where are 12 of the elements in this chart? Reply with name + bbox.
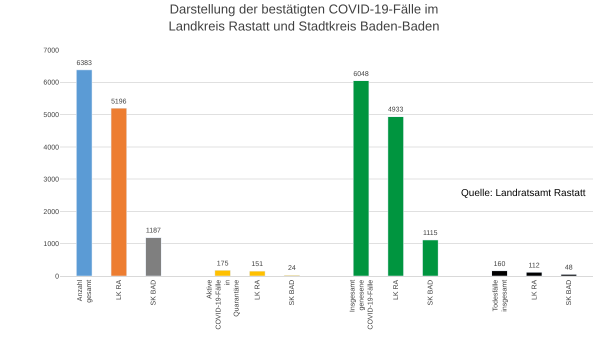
annotation: Quelle: Landratsamt Rastatt: [461, 188, 586, 199]
bar: [353, 80, 370, 276]
bar: [388, 116, 404, 276]
bar: [526, 272, 542, 276]
bar: [422, 240, 438, 276]
bar: [76, 70, 92, 276]
chart-title: Darstellung der bestätigten COVID-19-Fälle im Landkreis Rastatt und Stadtkreis Baden-Baden: [168, 2, 440, 34]
bar: [492, 270, 508, 276]
bar: [145, 237, 162, 276]
bar: [249, 270, 266, 276]
bar: [110, 108, 127, 276]
bar: [214, 270, 231, 276]
